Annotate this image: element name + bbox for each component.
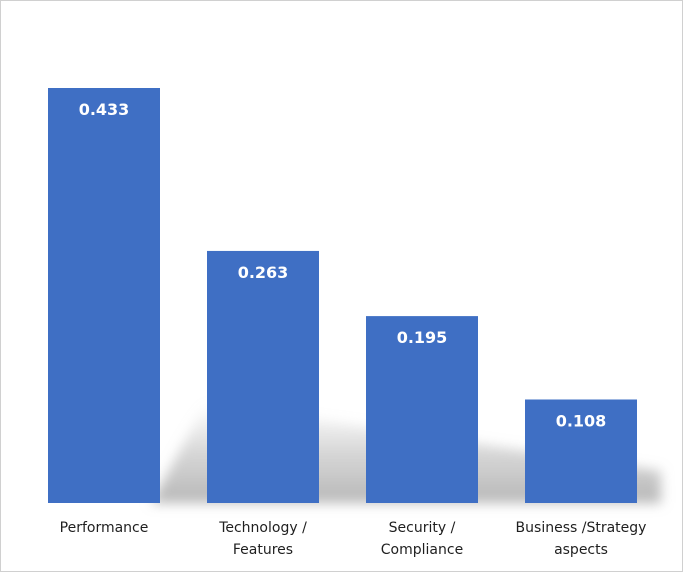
bar-3 [366, 316, 478, 503]
data-label-2: 0.263 [238, 263, 289, 282]
bar-1 [48, 88, 160, 503]
category-label-line: Business /Strategy [516, 520, 647, 536]
category-label-line: Security / [389, 520, 456, 536]
category-label-line: Technology / [218, 520, 307, 536]
category-label-3: Security / Compliance [381, 520, 463, 558]
bars-layer: 0.433 0.263 0.195 0.108 [48, 88, 637, 503]
data-label-4: 0.108 [556, 411, 607, 430]
data-label-3: 0.195 [397, 328, 448, 347]
category-label-2: Technology / Features [218, 520, 307, 558]
data-label-1: 0.433 [79, 100, 130, 119]
category-label-line: aspects [554, 542, 608, 558]
category-label-4: Business /Strategy aspects [516, 520, 647, 558]
category-label-1: Performance [60, 520, 149, 536]
bar-2 [207, 250, 319, 503]
category-label-line: Performance [60, 520, 149, 536]
category-labels-layer: Performance Technology / Features Security … [60, 520, 647, 558]
category-label-line: Compliance [381, 542, 463, 558]
bar-4 [525, 399, 637, 503]
category-label-line: Features [233, 542, 293, 558]
